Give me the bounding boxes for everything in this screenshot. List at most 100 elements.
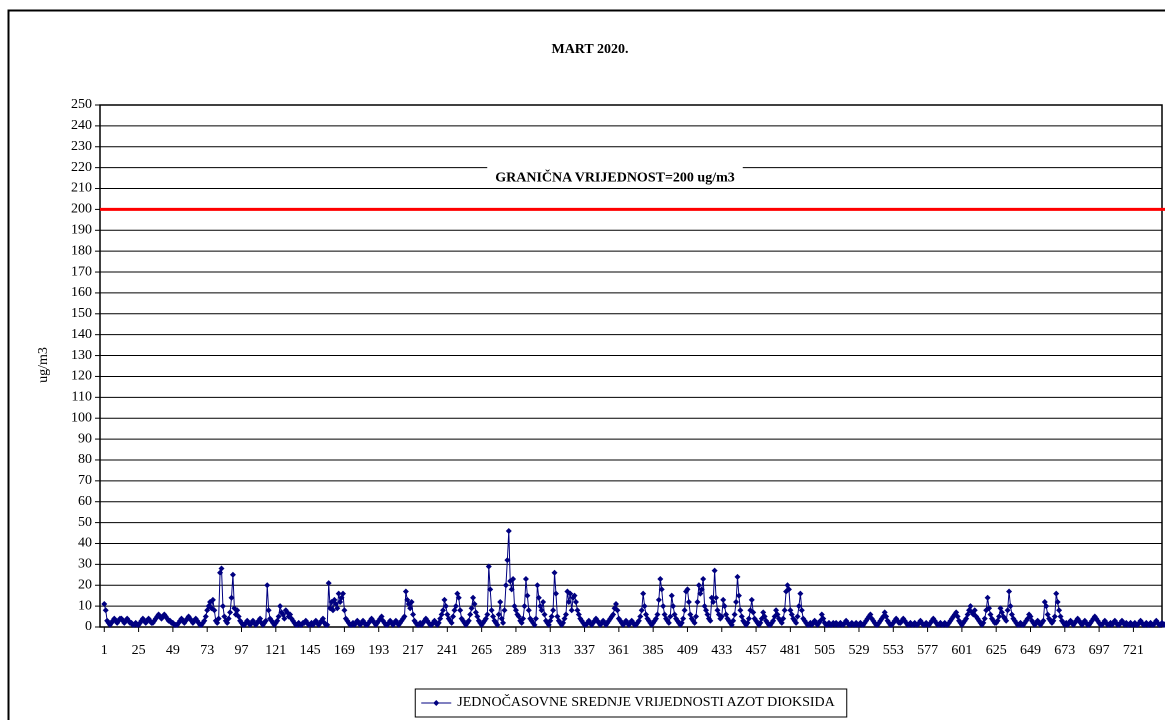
data-point [735, 592, 742, 599]
data-point [1051, 613, 1058, 620]
y-tick-label: 160 [71, 285, 92, 300]
data-point [211, 607, 218, 614]
data-point [1020, 621, 1027, 628]
data-point [731, 611, 738, 618]
x-tick-label: 121 [265, 643, 286, 658]
data-point [571, 592, 578, 599]
data-point [748, 596, 755, 603]
data-point [229, 571, 236, 578]
x-tick-label: 145 [300, 643, 321, 658]
x-tick-label: 169 [334, 643, 355, 658]
data-point [612, 601, 619, 608]
data-point [101, 601, 108, 608]
y-tick-label: 240 [71, 118, 92, 133]
data-point [1053, 590, 1060, 597]
data-point [457, 607, 464, 614]
data-point [522, 575, 529, 582]
data-point [262, 617, 269, 624]
y-tick-label: 210 [71, 181, 92, 196]
data-point [693, 613, 700, 620]
y-tick-label: 130 [71, 348, 92, 363]
data-point [334, 605, 341, 612]
data-point [510, 575, 517, 582]
data-point [638, 607, 645, 614]
data-point [971, 607, 978, 614]
data-point [667, 613, 674, 620]
data-point [562, 611, 569, 618]
data-point [695, 582, 702, 589]
data-point [981, 615, 988, 622]
data-point [694, 598, 701, 605]
y-tick-label: 100 [71, 410, 92, 425]
data-point [341, 607, 348, 614]
data-point [734, 573, 741, 580]
data-point [720, 596, 727, 603]
data-point [986, 605, 993, 612]
x-tick-label: 697 [1089, 643, 1110, 658]
x-tick-label: 481 [780, 643, 801, 658]
x-tick-label: 409 [677, 643, 698, 658]
data-point [685, 598, 692, 605]
chart-title: MART 2020. [551, 42, 628, 57]
data-point [531, 621, 538, 628]
data-point [407, 605, 414, 612]
y-tick-label: 200 [71, 202, 92, 217]
data-point [1004, 607, 1011, 614]
y-tick-label: 140 [71, 327, 92, 342]
data-point [658, 586, 665, 593]
y-tick-label: 150 [71, 306, 92, 321]
data-point [325, 580, 332, 587]
x-tick-label: 361 [608, 643, 629, 658]
data-point [281, 615, 288, 622]
data-point [535, 594, 542, 601]
data-point [402, 588, 409, 595]
data-point [504, 557, 511, 564]
data-point [215, 615, 222, 622]
x-tick-label: 97 [235, 643, 249, 658]
data-point [718, 613, 725, 620]
data-point [681, 607, 688, 614]
y-tick-label: 170 [71, 264, 92, 279]
y-tick-label: 60 [78, 494, 92, 509]
data-point [467, 611, 474, 618]
data-point [452, 603, 459, 610]
data-point [614, 607, 621, 614]
y-tick-label: 10 [78, 598, 92, 613]
data-point [497, 598, 504, 605]
data-point [1056, 607, 1063, 614]
data-point [277, 603, 284, 610]
data-point [700, 575, 707, 582]
data-point [219, 603, 226, 610]
data-point [795, 603, 802, 610]
data-point [538, 607, 545, 614]
data-point [691, 619, 698, 626]
data-point [1006, 588, 1013, 595]
x-tick-label: 289 [505, 643, 526, 658]
data-point [228, 594, 235, 601]
data-point [465, 617, 472, 624]
data-point [552, 590, 559, 597]
data-point [794, 613, 801, 620]
y-tick-label: 90 [78, 431, 92, 446]
reference-label: GRANIČNA VRIJEDNOST=200 ug/m3 [495, 168, 735, 185]
data-point [737, 607, 744, 614]
data-point [448, 619, 455, 626]
y-tick-label: 20 [78, 577, 92, 592]
data-point [440, 607, 447, 614]
data-point [525, 607, 532, 614]
data-point [730, 617, 737, 624]
data-point [797, 590, 804, 597]
data-point [485, 563, 492, 570]
data-point [668, 592, 675, 599]
data-point [680, 615, 687, 622]
data-point [780, 615, 787, 622]
data-point [684, 586, 691, 593]
data-point [551, 569, 558, 576]
y-tick-label: 120 [71, 369, 92, 384]
y-tick-label: 180 [71, 243, 92, 258]
data-point [710, 598, 717, 605]
x-tick-label: 73 [200, 643, 214, 658]
x-tick-label: 649 [1020, 643, 1041, 658]
